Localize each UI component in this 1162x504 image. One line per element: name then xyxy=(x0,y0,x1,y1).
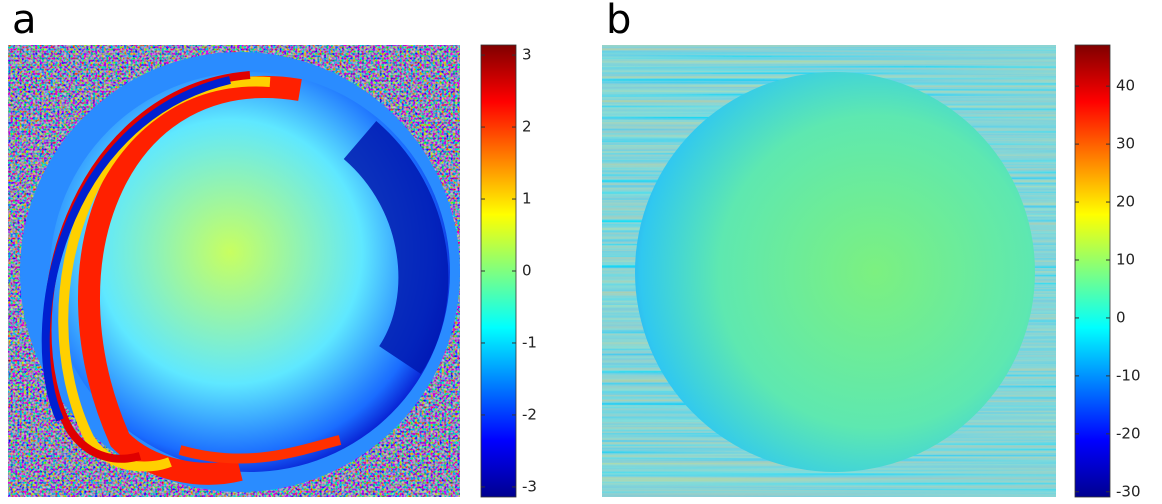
colorbar-tick-label: 1 xyxy=(522,190,532,208)
colorbar-tick-label: 2 xyxy=(522,118,532,136)
colorbar-tick-label: -1 xyxy=(522,333,537,351)
colorbar-tick-label: 10 xyxy=(1116,250,1135,268)
colorbar-tick-label: 3 xyxy=(522,46,532,64)
colorbar-tick-label: -30 xyxy=(1116,482,1141,500)
colorbar-tick-label: 30 xyxy=(1116,135,1135,153)
panel-label: a xyxy=(12,0,37,43)
colorbar-tick-label: 0 xyxy=(1116,308,1126,326)
colorbar xyxy=(480,44,517,498)
colorbar-tick-label: -2 xyxy=(522,405,537,423)
colorbar-tick-label: -20 xyxy=(1116,424,1141,442)
colorbar-tick-label: 0 xyxy=(522,262,532,280)
colorbar xyxy=(1074,44,1111,498)
panel-a-image xyxy=(8,45,460,497)
colorbar-tick-label: 40 xyxy=(1116,77,1135,95)
colorbar-tick-label: -3 xyxy=(522,477,537,495)
panel-label: b xyxy=(606,0,631,43)
colorbar-tick-label: 20 xyxy=(1116,193,1135,211)
panel-b-image xyxy=(602,45,1056,497)
colorbar-tick-label: -10 xyxy=(1116,366,1141,384)
